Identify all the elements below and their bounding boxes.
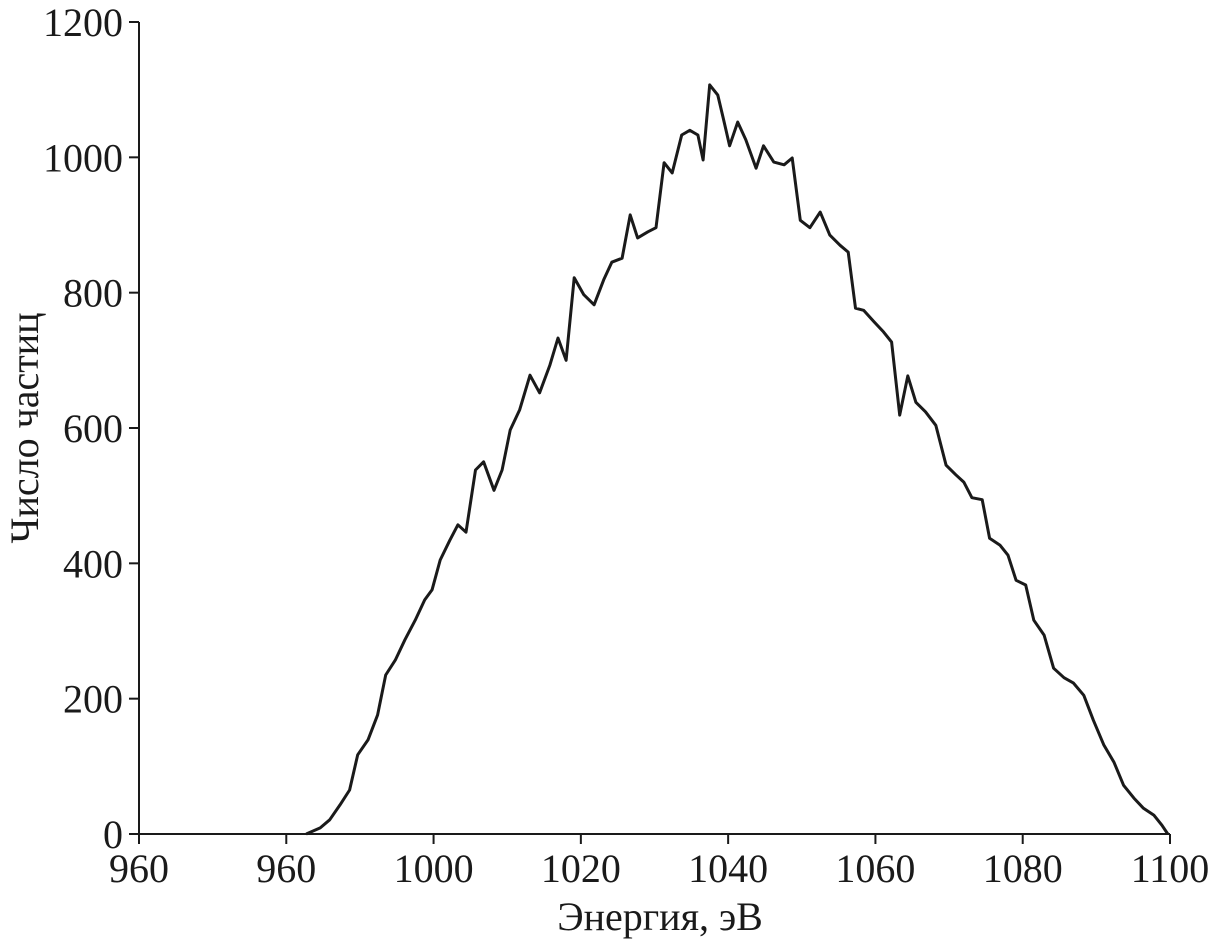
x-tick-label: 1020 [541,846,621,891]
y-tick-label: 600 [63,406,123,451]
x-tick-label: 960 [109,846,169,891]
y-axis-label: Число частиц [2,312,47,543]
x-tick-label: 1000 [394,846,474,891]
x-tick-label: 1100 [1131,846,1210,891]
x-axis-label: Энергия, эВ [557,894,763,939]
y-tick-label: 1000 [43,135,123,180]
data-line [305,83,1170,836]
x-tick-label: 1060 [835,846,915,891]
x-tick-label: 960 [256,846,316,891]
y-tick-label: 0 [103,812,123,857]
x-tick-label: 1040 [688,846,768,891]
y-tick-label: 1200 [43,0,123,45]
y-tick-label: 400 [63,541,123,586]
y-tick-label: 800 [63,271,123,316]
y-tick-label: 200 [63,677,123,722]
x-tick-label: 1080 [983,846,1063,891]
